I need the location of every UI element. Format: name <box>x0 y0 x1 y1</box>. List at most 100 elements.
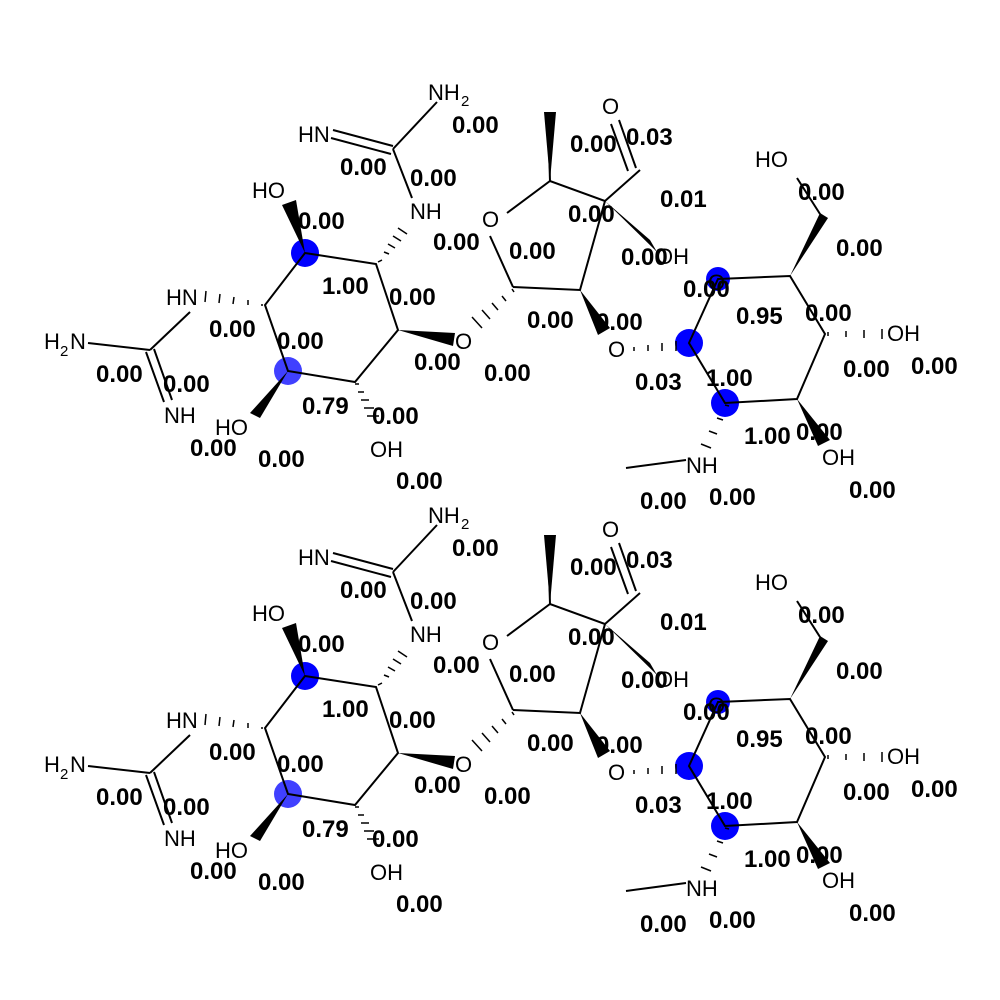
score-label: 1.00 <box>706 365 753 392</box>
score-label: 1.00 <box>706 788 753 815</box>
atom-label: O <box>602 517 619 542</box>
score-label: 0.03 <box>626 547 673 574</box>
atom-labels-1: NH 2 HN NH HO HN H 2 N NH HO OH O O O OH… <box>44 80 920 478</box>
score-label: 0.00 <box>372 403 419 430</box>
score-label: 0.00 <box>484 783 531 810</box>
atom-label: OH <box>370 860 403 885</box>
atom-label: HN <box>166 708 198 733</box>
score-label: 0.03 <box>626 124 673 151</box>
score-label: 0.00 <box>396 891 443 918</box>
score-label: 0.00 <box>796 842 843 869</box>
score-label: 0.00 <box>414 772 461 799</box>
score-label: 0.00 <box>340 577 387 604</box>
score-labels-1: 0.00 0.03 0.00 0.00 0.00 0.01 0.00 0.00 … <box>96 112 958 515</box>
atom-label: O <box>455 752 472 777</box>
score-label: 0.00 <box>258 869 305 896</box>
score-label: 0.03 <box>635 792 682 819</box>
score-label: 0.00 <box>509 238 556 265</box>
atom-label: NH <box>164 403 196 428</box>
atom-label: O <box>455 329 472 354</box>
score-label: 0.00 <box>849 900 896 927</box>
score-label: 0.00 <box>568 624 615 651</box>
atom-label: OH <box>656 667 689 692</box>
atom-label: OH <box>822 868 855 893</box>
score-label: 0.00 <box>190 435 237 462</box>
atom-label: OH <box>887 744 920 769</box>
atom-label: NH <box>410 622 442 647</box>
atom-labels-2: NH 2 HN NH HO HN H 2 N NH HO OH O O O OH… <box>44 503 920 901</box>
score-label: 0.00 <box>805 723 852 750</box>
atom-label: HO <box>755 147 788 172</box>
score-label: 0.00 <box>389 284 436 311</box>
score-label: 0.00 <box>410 588 457 615</box>
atom-label-sub: 2 <box>461 516 469 533</box>
score-label: 0.00 <box>640 488 687 515</box>
atom-label: HN <box>298 545 330 570</box>
atom-label: OH <box>370 437 403 462</box>
atom-label: N <box>70 329 86 354</box>
score-label: 0.00 <box>596 732 643 759</box>
score-label: 0.00 <box>836 235 883 262</box>
score-label: 0.00 <box>452 112 499 139</box>
score-label: 0.00 <box>798 602 845 629</box>
atom-label: HO <box>755 570 788 595</box>
score-label: 0.79 <box>302 816 349 843</box>
score-label: 0.00 <box>372 826 419 853</box>
atom-label: HN <box>298 122 330 147</box>
score-label: 0.00 <box>911 776 958 803</box>
score-labels-2: 0.00 0.03 0.00 0.00 0.00 0.01 0.00 0.00 … <box>96 535 958 938</box>
score-label: 0.00 <box>389 707 436 734</box>
atom-label: OH <box>887 321 920 346</box>
atom-label: O <box>708 270 725 295</box>
score-label: 0.01 <box>660 609 707 636</box>
score-label: 0.00 <box>683 699 730 726</box>
atom-label: O <box>608 337 625 362</box>
score-label: 0.00 <box>709 484 756 511</box>
atom-label: HN <box>166 285 198 310</box>
atom-label: N <box>70 752 86 777</box>
atom-label: O <box>708 693 725 718</box>
atom-label: HO <box>252 601 285 626</box>
score-label: 0.00 <box>596 309 643 336</box>
atom-label-sub: 2 <box>60 766 68 783</box>
score-label: 0.00 <box>410 165 457 192</box>
atom-label: O <box>482 630 499 655</box>
score-label: 0.00 <box>96 784 143 811</box>
score-label: 0.00 <box>340 154 387 181</box>
score-label: 0.00 <box>843 356 890 383</box>
score-label: 0.00 <box>621 667 668 694</box>
score-label: 0.00 <box>484 360 531 387</box>
atom-label: NH <box>686 453 718 478</box>
score-label: 0.00 <box>277 751 324 778</box>
atom-label: NH <box>428 503 460 528</box>
score-label: 0.00 <box>568 201 615 228</box>
score-label: 0.03 <box>635 369 682 396</box>
atom-label-sub: 2 <box>60 343 68 360</box>
atom-label: HO <box>215 415 248 440</box>
score-label: 0.00 <box>433 652 480 679</box>
score-label: 1.00 <box>322 696 369 723</box>
score-label: 0.00 <box>570 554 617 581</box>
score-label: 1.00 <box>744 846 791 873</box>
atom-label: O <box>602 94 619 119</box>
score-label: 1.00 <box>322 273 369 300</box>
atom-label: O <box>608 760 625 785</box>
score-label: 0.00 <box>396 468 443 495</box>
score-label: 0.00 <box>527 307 574 334</box>
score-label: 0.79 <box>302 393 349 420</box>
score-label: 0.00 <box>163 371 210 398</box>
score-label: 0.00 <box>209 316 256 343</box>
score-label: 0.00 <box>414 349 461 376</box>
score-label: 0.00 <box>258 446 305 473</box>
atom-label: HO <box>215 838 248 863</box>
score-label: 0.00 <box>798 179 845 206</box>
score-label: 0.00 <box>298 631 345 658</box>
score-label: 0.00 <box>527 730 574 757</box>
score-label: 0.00 <box>805 300 852 327</box>
score-label: 0.95 <box>736 726 783 753</box>
score-label: 0.00 <box>209 739 256 766</box>
atom-label: H <box>44 752 60 777</box>
score-label: 0.00 <box>621 244 668 271</box>
score-label: 0.00 <box>190 858 237 885</box>
